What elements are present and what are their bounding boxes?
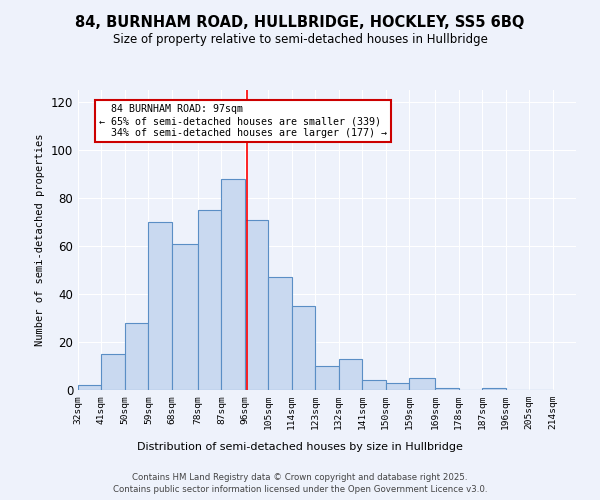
- Bar: [435, 388, 458, 390]
- Bar: [101, 354, 125, 390]
- Text: 84 BURNHAM ROAD: 97sqm
← 65% of semi-detached houses are smaller (339)
  34% of : 84 BURNHAM ROAD: 97sqm ← 65% of semi-det…: [99, 104, 387, 138]
- Bar: [362, 380, 386, 390]
- Text: Distribution of semi-detached houses by size in Hullbridge: Distribution of semi-detached houses by …: [137, 442, 463, 452]
- Bar: [268, 277, 292, 390]
- Bar: [78, 385, 101, 390]
- Bar: [409, 378, 435, 390]
- Bar: [198, 210, 221, 390]
- Bar: [125, 323, 148, 390]
- Bar: [172, 244, 198, 390]
- Bar: [386, 383, 409, 390]
- Bar: [292, 306, 315, 390]
- Bar: [221, 179, 245, 390]
- Bar: [339, 359, 362, 390]
- Bar: [148, 222, 172, 390]
- Y-axis label: Number of semi-detached properties: Number of semi-detached properties: [35, 134, 45, 346]
- Bar: [245, 220, 268, 390]
- Text: Contains HM Land Registry data © Crown copyright and database right 2025.: Contains HM Land Registry data © Crown c…: [132, 472, 468, 482]
- Bar: [482, 388, 506, 390]
- Text: Size of property relative to semi-detached houses in Hullbridge: Size of property relative to semi-detach…: [113, 32, 487, 46]
- Text: 84, BURNHAM ROAD, HULLBRIDGE, HOCKLEY, SS5 6BQ: 84, BURNHAM ROAD, HULLBRIDGE, HOCKLEY, S…: [76, 15, 524, 30]
- Text: Contains public sector information licensed under the Open Government Licence v3: Contains public sector information licen…: [113, 485, 487, 494]
- Bar: [315, 366, 339, 390]
